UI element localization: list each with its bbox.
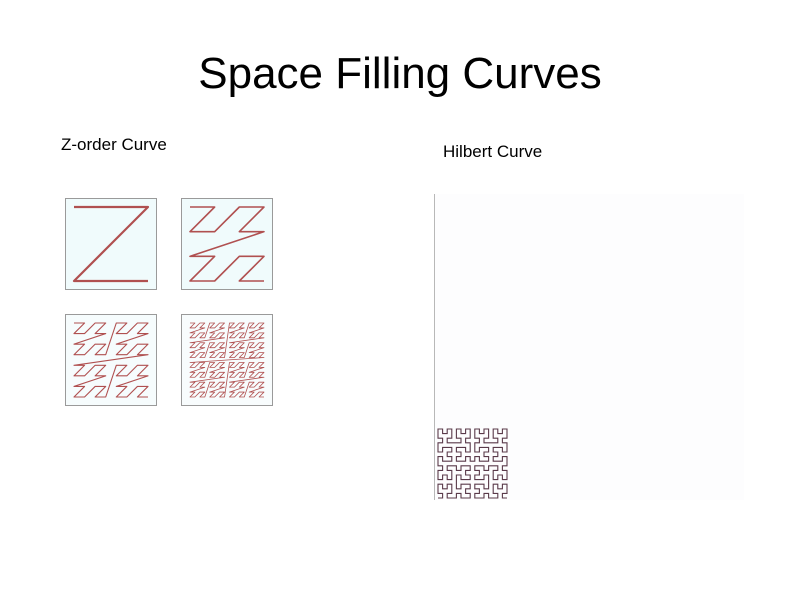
zorder-curve-path <box>72 205 150 283</box>
zorder-curve-path <box>189 322 265 398</box>
zorder-iteration-1-curve <box>72 205 150 283</box>
zorder-curve-label: Z-order Curve <box>61 135 167 154</box>
zorder-iteration-2-tile <box>181 198 273 290</box>
zorder-curve-path <box>189 206 265 282</box>
hilbert-curve-label: Hilbert Curve <box>443 142 543 161</box>
hilbert-curve-image <box>436 427 512 501</box>
zorder-iteration-3-curve <box>73 322 149 398</box>
hilbert-panel-left-edge <box>434 194 435 500</box>
hilbert-curve-path <box>437 428 508 499</box>
page-title: Space Filling Curves <box>198 49 602 98</box>
zorder-iteration-3-tile <box>65 314 157 406</box>
zorder-iteration-4-tile <box>181 314 273 406</box>
hilbert-curve <box>437 428 508 499</box>
zorder-iteration-1-tile <box>65 198 157 290</box>
hilbert-panel <box>434 194 744 500</box>
zorder-iteration-4-curve <box>189 322 265 398</box>
zorder-curve-path <box>73 322 149 398</box>
zorder-iteration-2-curve <box>189 206 265 282</box>
